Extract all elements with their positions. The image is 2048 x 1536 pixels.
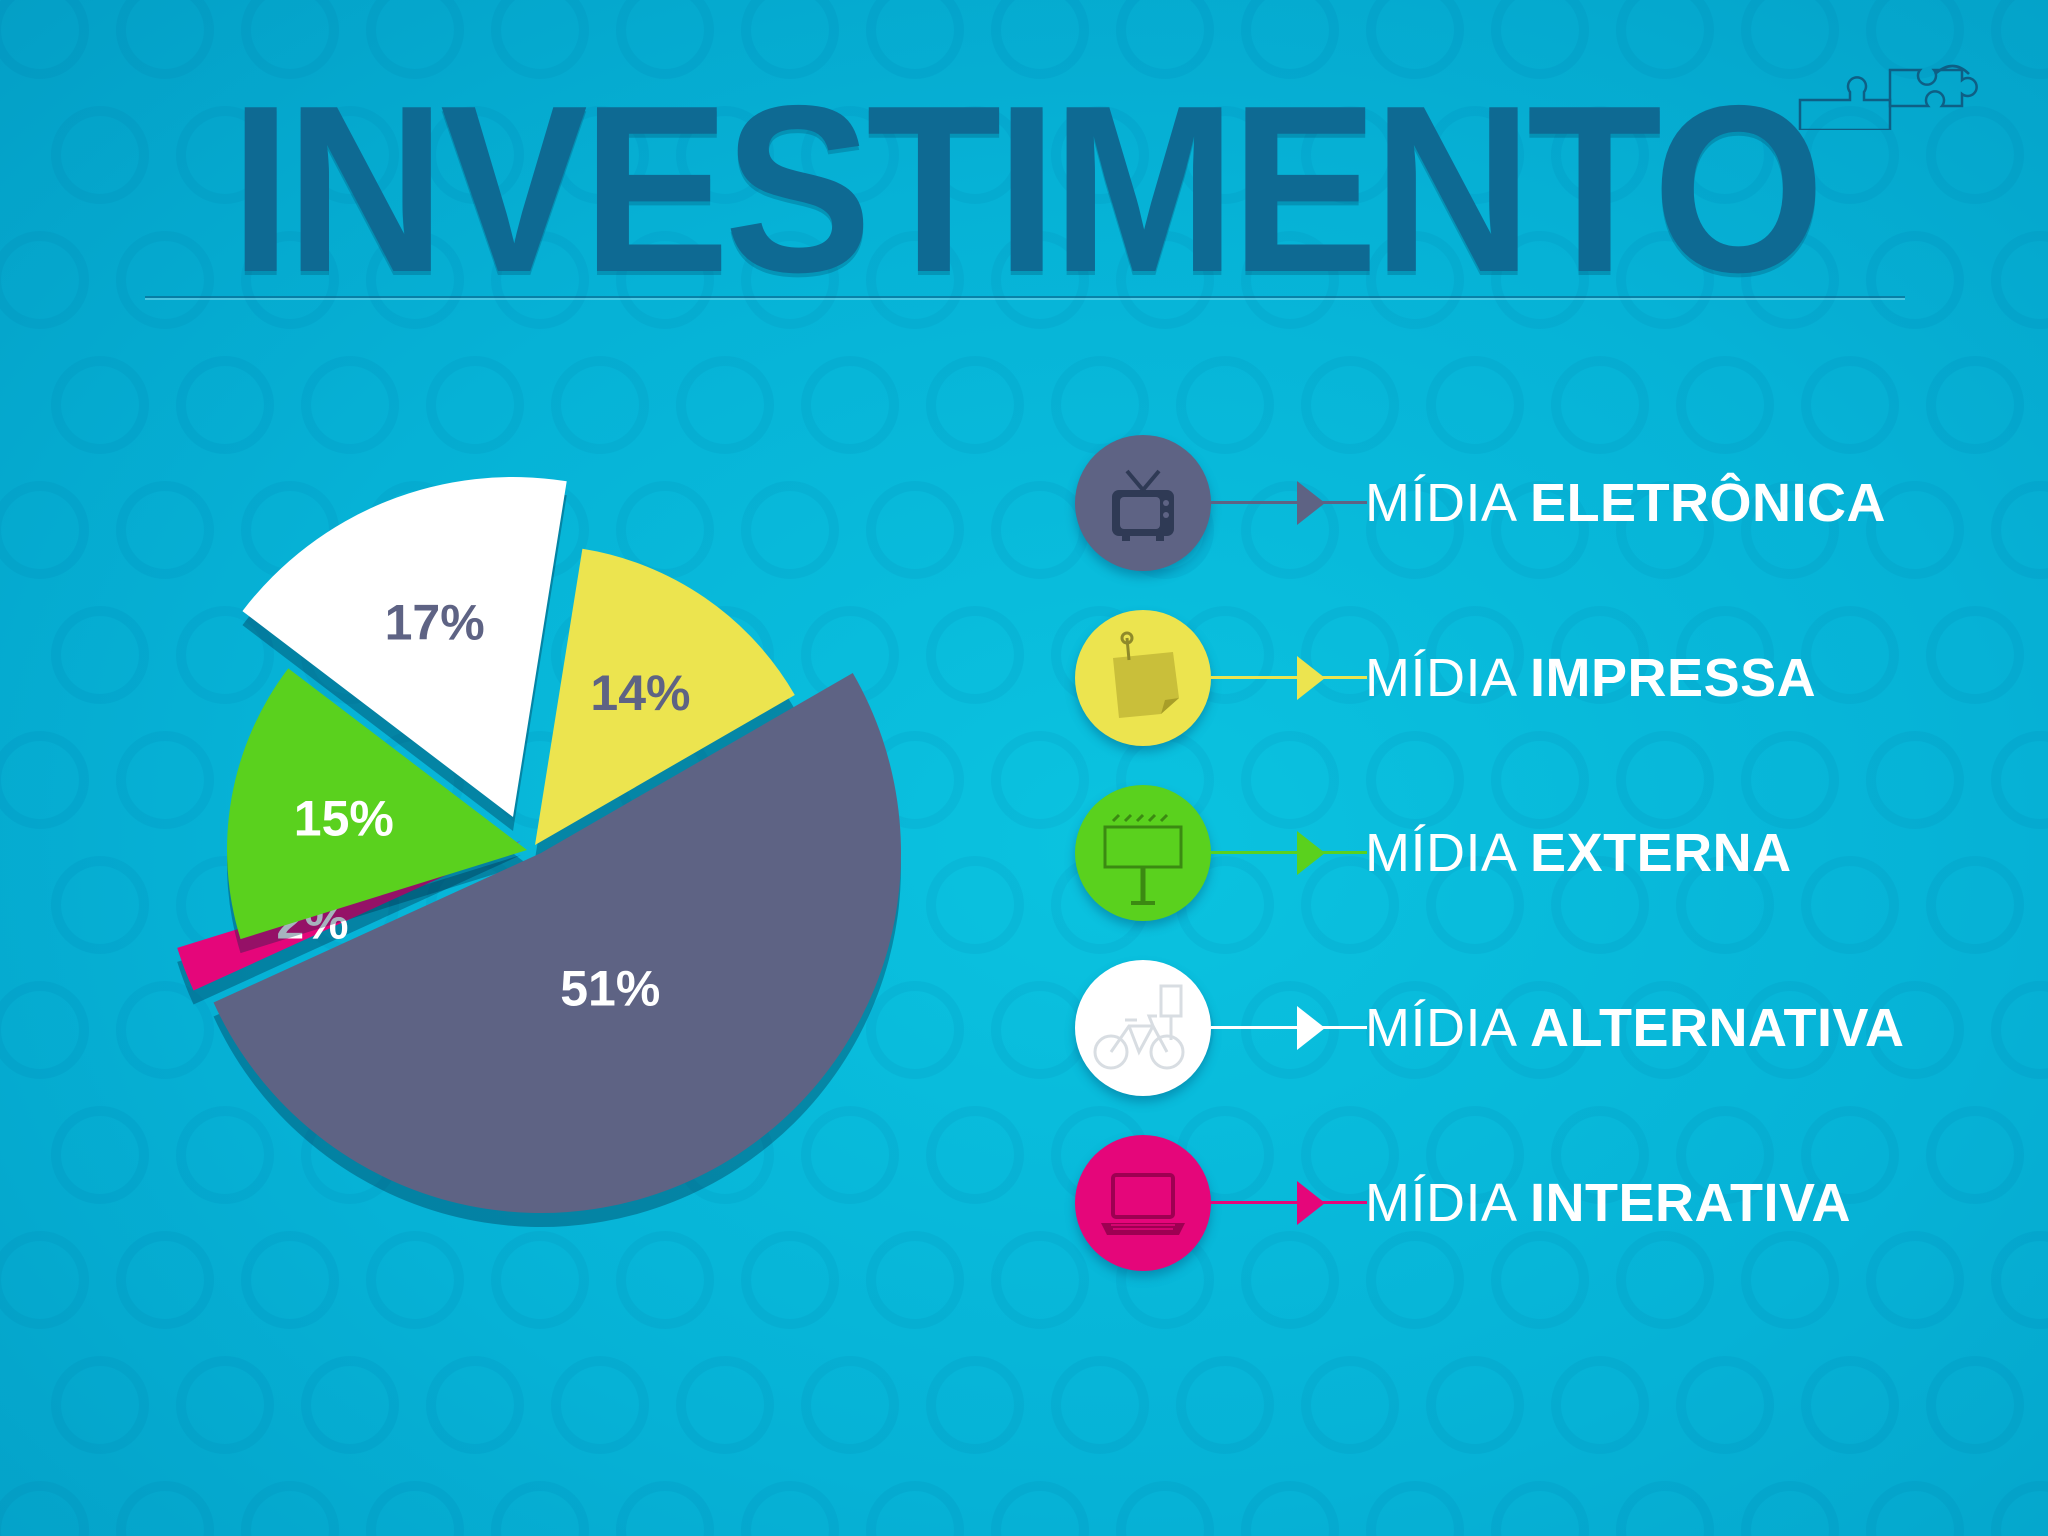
- investment-pie-chart: 2%15%17%14%51%: [177, 477, 901, 1227]
- arrow-icon: [1297, 481, 1325, 525]
- legend-category: EXTERNA: [1530, 823, 1792, 883]
- pie-slice-group: 14%: [535, 548, 795, 859]
- arrow-icon: [1297, 656, 1325, 700]
- legend-label: MÍDIA INTERATIVA: [1365, 1173, 1851, 1233]
- legend-item-impressa: MÍDIA IMPRESSA: [1075, 610, 1975, 750]
- sticky-note-icon: [1113, 631, 1179, 718]
- bicycle-icon: [1093, 984, 1185, 1070]
- legend-prefix: MÍDIA: [1365, 823, 1515, 883]
- pie-slice: [213, 673, 901, 1213]
- pie-data-label: 14%: [590, 665, 690, 721]
- arrow-icon: [1297, 1181, 1325, 1225]
- legend-circle-externa: [1075, 785, 1211, 921]
- legend-category: INTERATIVA: [1530, 1173, 1852, 1233]
- pie-slice: [535, 548, 795, 845]
- legend-prefix: MÍDIA: [1365, 1173, 1515, 1233]
- legend-prefix: MÍDIA: [1365, 473, 1515, 533]
- pie-data-label: 51%: [560, 960, 660, 1016]
- pie-slice-shadow: [177, 855, 521, 1005]
- legend-circle-impressa: [1075, 610, 1211, 746]
- legend-item-eletronica: MÍDIA ELETRÔNICA: [1075, 435, 1975, 575]
- tv-icon: [1112, 469, 1174, 541]
- legend-category: IMPRESSA: [1530, 648, 1817, 708]
- legend-item-externa: MÍDIA EXTERNA: [1075, 785, 1975, 925]
- legend-circle-eletronica: [1075, 435, 1211, 571]
- legend-label: MÍDIA IMPRESSA: [1365, 648, 1816, 708]
- legend-item-interativa: MÍDIA INTERATIVA: [1075, 1135, 1975, 1275]
- legend-category: ELETRÔNICA: [1530, 473, 1887, 533]
- legend-connector: [1211, 1026, 1367, 1029]
- arrow-icon: [1297, 831, 1325, 875]
- legend-connector: [1211, 501, 1367, 504]
- legend-category: ALTERNATIVA: [1530, 998, 1905, 1058]
- pie-slice: [226, 668, 527, 940]
- legend-circle-alternativa: [1075, 960, 1211, 1096]
- legend-prefix: MÍDIA: [1365, 648, 1515, 708]
- legend-circle-interativa: [1075, 1135, 1211, 1271]
- billboard-icon: [1103, 813, 1183, 905]
- pie-slice-group: 17%: [242, 477, 567, 831]
- laptop-icon: [1101, 1173, 1185, 1235]
- pie-data-label: 17%: [385, 594, 485, 650]
- pie-slice-group: 51%: [213, 673, 901, 1227]
- legend-connector: [1211, 676, 1367, 679]
- legend-prefix: MÍDIA: [1365, 998, 1515, 1058]
- legend-connector: [1211, 851, 1367, 854]
- page-title: INVESTIMENTO: [229, 57, 1825, 322]
- legend-connector: [1211, 1201, 1367, 1204]
- pie-data-label: 15%: [294, 791, 394, 847]
- title-divider: [145, 296, 1905, 300]
- legend-label: MÍDIA ELETRÔNICA: [1365, 473, 1886, 533]
- pie-slice: [242, 477, 567, 817]
- legend-item-alternativa: MÍDIA ALTERNATIVA: [1075, 960, 1975, 1100]
- legend-label: MÍDIA EXTERNA: [1365, 823, 1792, 883]
- pie-slice-group: 15%: [226, 668, 527, 954]
- legend-label: MÍDIA ALTERNATIVA: [1365, 998, 1905, 1058]
- puzzle-logo-icon: [1798, 64, 1978, 130]
- arrow-icon: [1297, 1006, 1325, 1050]
